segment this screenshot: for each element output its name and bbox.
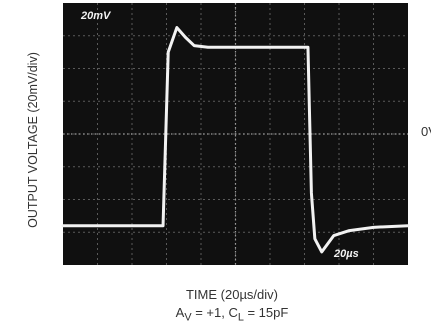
waveform-trace [61, 26, 410, 254]
zero-volt-label: 0V [421, 124, 431, 139]
vertical-scale-label: 20mV [80, 10, 112, 22]
trace-layer [61, 26, 410, 254]
x-axis-label: TIME (20µs/div) [185, 287, 278, 302]
y-axis-label: OUTPUT VOLTAGE (20mV/div) [26, 52, 40, 228]
test-conditions: AV = +1, CL = 15pF [175, 305, 289, 324]
horizontal-scale-label: 20µs [333, 248, 359, 260]
